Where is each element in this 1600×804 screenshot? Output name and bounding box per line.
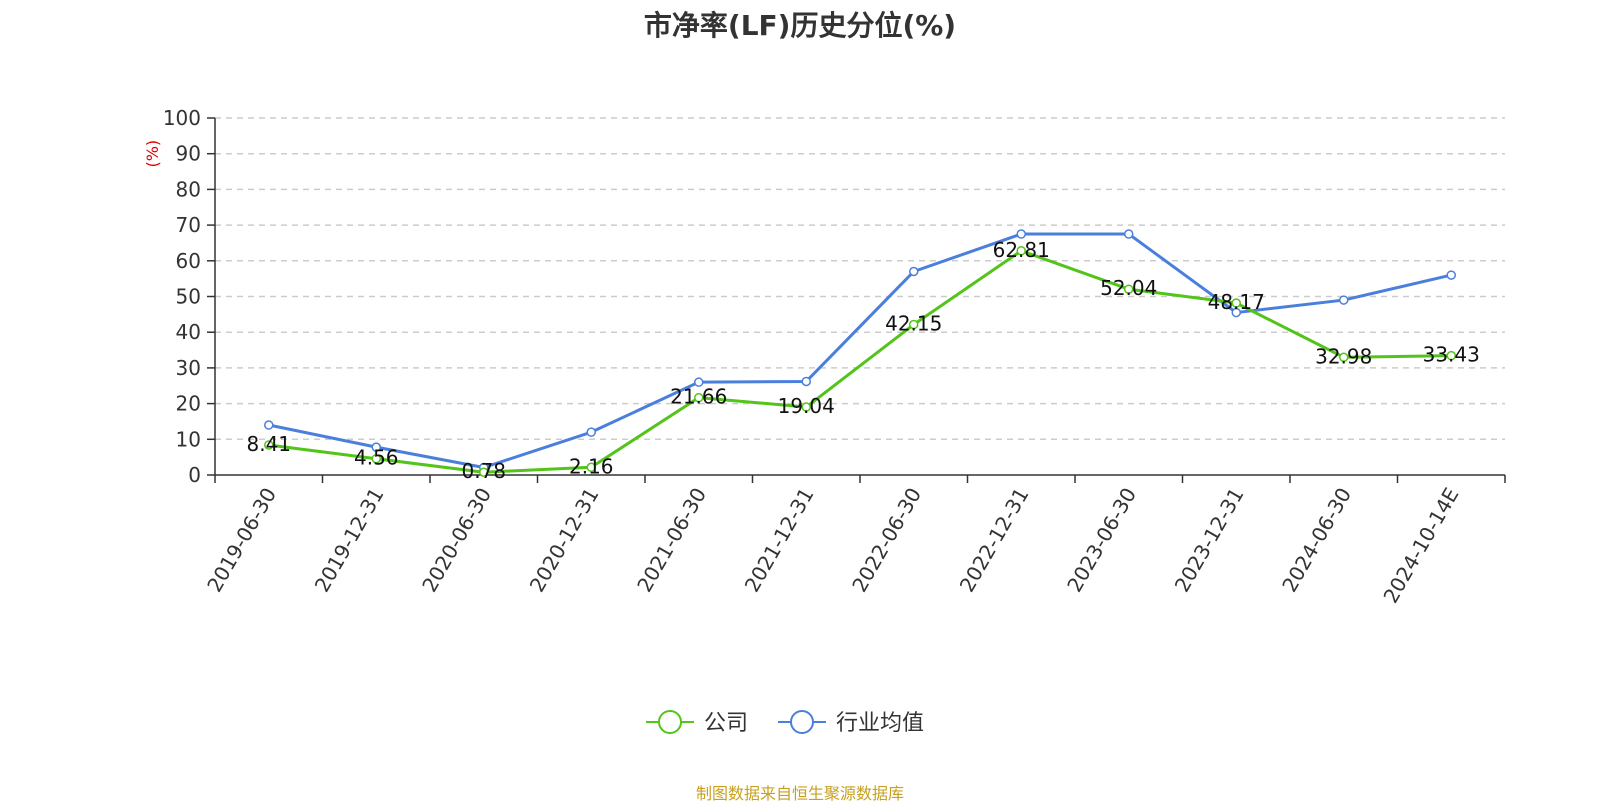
- x-tick-label: 2023-12-31: [1170, 484, 1249, 597]
- data-point: [909, 319, 919, 330]
- data-point: [264, 440, 274, 450]
- legend: 公司 行业均值: [646, 710, 924, 736]
- data-point: [371, 453, 381, 464]
- legend-item-1: 行业均值: [778, 710, 924, 736]
- x-tick-label: 2022-06-30: [847, 484, 926, 597]
- data-point: [1446, 270, 1456, 280]
- x-tick-label: 2024-06-30: [1277, 484, 1356, 597]
- data-point: [694, 392, 704, 403]
- legend-item-0: 公司: [646, 710, 748, 736]
- data-point: [801, 402, 811, 412]
- x-tick-label: 2020-12-31: [525, 484, 604, 597]
- data-labels: 8.41 4.56 0.78 2.16 21.66 19.04 42.15 62.81 52.0…: [246, 238, 1479, 483]
- x-tick-label: 2021-12-31: [740, 484, 819, 597]
- legend-label: 公司: [704, 711, 748, 736]
- axes: 0 10 20 30 40 50 60 70 80 90 100(%) 2019-06-30 2019-…: [143, 106, 1506, 608]
- y-tick-label: 40: [176, 320, 201, 344]
- data-label: 48.17: [1208, 290, 1265, 314]
- data-point: [1124, 229, 1134, 239]
- data-point: [479, 467, 489, 477]
- y-tick-label: 100: [163, 106, 201, 130]
- y-axis-unit-label: (%): [143, 140, 162, 168]
- data-point: [1339, 295, 1349, 305]
- x-tick-label: 2022-12-31: [955, 484, 1034, 597]
- y-tick-label: 80: [176, 177, 201, 201]
- y-tick-label: 20: [176, 392, 201, 416]
- x-tick-label: 2020-06-30: [417, 484, 496, 597]
- y-tick-label: 90: [176, 142, 201, 166]
- data-label: 8.41: [246, 432, 291, 456]
- data-point: [909, 266, 919, 277]
- legend-marker: [658, 710, 682, 734]
- data-label: 2.16: [569, 454, 614, 478]
- data-point: [1016, 229, 1026, 239]
- x-tick-label: 2019-12-31: [310, 484, 389, 597]
- y-tick-label: 30: [176, 356, 201, 380]
- data-point: [1231, 307, 1241, 318]
- data-label: 42.15: [885, 312, 942, 336]
- series-layer: [264, 229, 1456, 477]
- x-tick-label: 2024-10-14E: [1378, 484, 1463, 608]
- data-point: [586, 427, 596, 437]
- data-point: [1231, 298, 1241, 308]
- data-point: [1124, 284, 1134, 294]
- x-tick-label: 2021-06-30: [632, 484, 711, 597]
- series-line-0: [268, 249, 1452, 474]
- data-label: 62.81: [993, 238, 1050, 262]
- x-tick-label: 2019-06-30: [202, 484, 281, 597]
- data-label: 33.43: [1423, 343, 1480, 367]
- y-tick-label: 50: [176, 285, 201, 309]
- data-label: 32.98: [1315, 344, 1372, 368]
- data-point: [801, 376, 811, 387]
- data-label: 21.66: [670, 385, 727, 409]
- legend-label: 行业均值: [836, 711, 924, 736]
- y-tick-label: 10: [176, 427, 201, 451]
- data-label: 4.56: [354, 446, 399, 470]
- legend-marker: [790, 710, 814, 734]
- y-tick-label: 60: [176, 249, 201, 273]
- data-point: [1016, 246, 1026, 256]
- data-label: 0.78: [461, 459, 506, 483]
- grid-lines: [215, 117, 1505, 441]
- data-point: [371, 442, 381, 452]
- source-note: 制图数据来自恒生聚源数据库: [695, 784, 904, 803]
- data-point: [1339, 352, 1349, 363]
- data-point: [586, 462, 596, 473]
- chart-title: 市净率(LF)历史分位(%): [643, 9, 957, 42]
- series-line-1: [268, 232, 1452, 470]
- data-label: 19.04: [778, 394, 835, 418]
- y-tick-label: 0: [188, 463, 201, 487]
- data-label: 52.04: [1100, 276, 1157, 300]
- x-tick-label: 2023-06-30: [1062, 484, 1141, 597]
- y-tick-label: 70: [176, 213, 201, 237]
- data-point: [1446, 350, 1456, 361]
- data-point: [264, 420, 274, 430]
- data-point: [694, 377, 704, 387]
